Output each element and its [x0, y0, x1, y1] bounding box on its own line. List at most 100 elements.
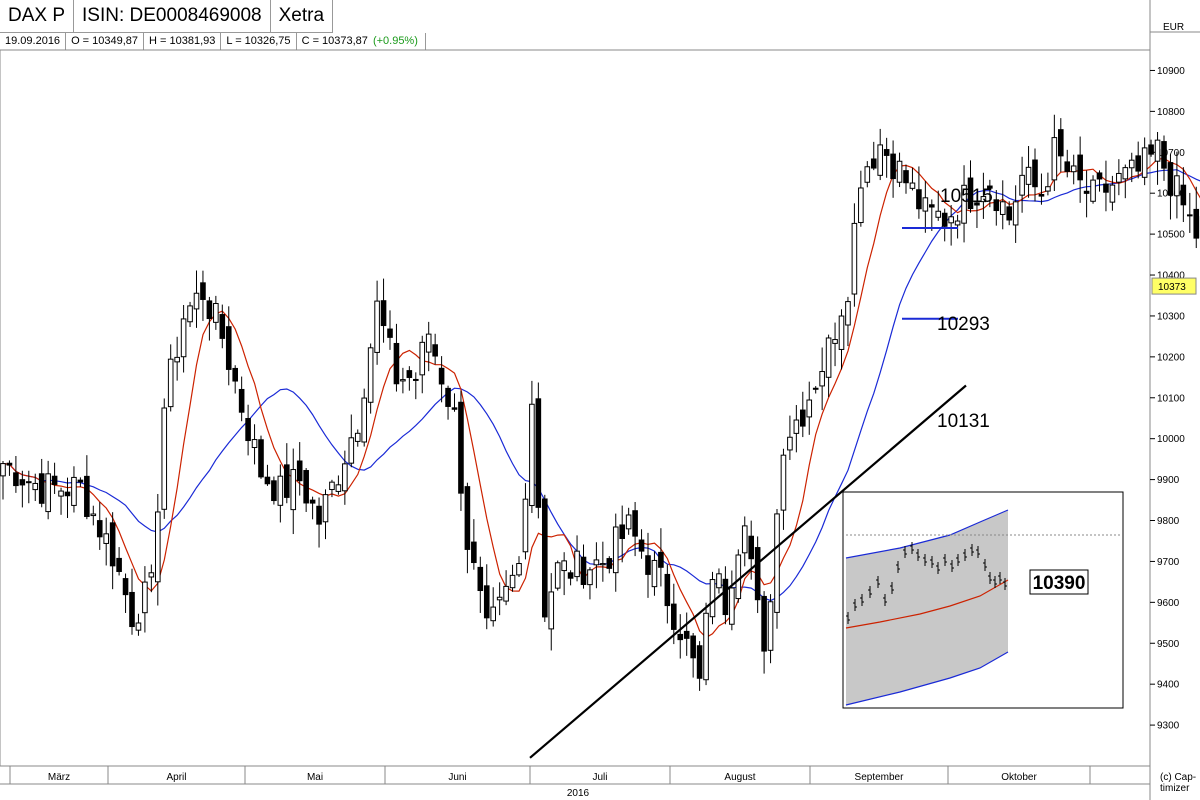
isin-label: ISIN: DE0008469008 [74, 0, 271, 32]
candle-body [96, 520, 103, 538]
candle-body [1161, 141, 1167, 169]
candle-body [645, 555, 651, 575]
candle-body [1090, 179, 1096, 202]
candle-body [554, 562, 561, 589]
candle-body [516, 563, 522, 576]
candle-body [167, 358, 174, 408]
candle-body [851, 222, 858, 295]
candle-body [1128, 159, 1135, 169]
candle-body [284, 464, 290, 498]
candle-body [296, 460, 303, 482]
candle-body [748, 535, 755, 560]
candle-body [0, 463, 6, 477]
month-label: Juni [448, 772, 466, 783]
candle-body [1180, 184, 1187, 206]
candle-body [322, 494, 329, 523]
candle-body [238, 388, 245, 413]
candle-body [819, 371, 825, 387]
candle-body [116, 557, 122, 572]
candle-body [1135, 155, 1142, 172]
candle-body [561, 560, 567, 572]
month-label: Mai [307, 772, 323, 783]
candle-body [1174, 175, 1180, 197]
candle-body [135, 622, 142, 631]
candle-body [522, 498, 529, 553]
month-label: Juli [592, 772, 607, 783]
candle-body [619, 524, 626, 539]
candle-body [774, 513, 780, 613]
candle-body [1058, 129, 1064, 157]
quote-open: O = 10349,87 [66, 33, 145, 50]
candle-body [354, 432, 361, 442]
candle-body [767, 601, 774, 651]
inset-label-box [1029, 569, 1089, 595]
candle-body [348, 437, 355, 464]
month-label: September [855, 772, 905, 783]
candle-body [71, 476, 77, 506]
candle-body [1122, 167, 1129, 180]
candle-body [258, 439, 264, 478]
candle-body [496, 596, 503, 601]
copyright-label: (c) Cap-timizer [1160, 772, 1196, 794]
candle-body [200, 282, 206, 300]
candle-body [1083, 190, 1090, 194]
candle-body [187, 305, 193, 323]
candle-body [458, 401, 464, 494]
candle-body [754, 547, 761, 601]
candle-body [155, 511, 161, 583]
candle-body [38, 473, 45, 504]
candle-body [1148, 144, 1154, 155]
candle-body [587, 569, 593, 586]
y-tick-label: 9800 [1157, 516, 1180, 527]
y-tick-label: 10300 [1157, 311, 1185, 322]
candle-body [600, 563, 606, 566]
candle-body [638, 539, 645, 552]
candle-body [232, 367, 238, 382]
candle-body [303, 470, 309, 504]
y-tick-label: 9400 [1157, 680, 1180, 691]
inset-sma-line [845, 579, 1009, 629]
candle-body [1103, 183, 1109, 193]
candle-body [671, 603, 677, 630]
y-tick-label: 10700 [1157, 148, 1185, 159]
candle-body [883, 149, 890, 156]
candle-body [870, 158, 877, 169]
y-tick-label: 10800 [1157, 107, 1185, 118]
month-label: März [48, 772, 70, 783]
candle-body [309, 499, 316, 504]
candle-body [761, 595, 767, 652]
candle-body [1012, 201, 1019, 226]
instrument-name: DAX P [0, 0, 75, 32]
candle-body [174, 356, 180, 363]
candle-body [387, 328, 393, 338]
candle-body [658, 551, 664, 568]
candle-body [1038, 193, 1045, 197]
candle-body [987, 185, 993, 189]
candle-body [780, 454, 787, 511]
chart-header: DAX P ISIN: DE0008469008 Xetra [0, 0, 334, 33]
candle-body [903, 170, 909, 184]
annotation-10515: 10515 [940, 186, 993, 207]
candle-body [909, 182, 916, 189]
candle-body [967, 177, 974, 210]
candle-body [954, 220, 961, 226]
candle-body [612, 526, 619, 574]
candle-body [400, 379, 406, 382]
candle-body [335, 484, 342, 492]
last-price-label: 10373 [1158, 282, 1186, 293]
candle-body [419, 341, 426, 376]
candle-body [542, 498, 548, 618]
candle-body [703, 612, 709, 681]
annotation-10293: 10293 [937, 314, 990, 335]
candle-body [180, 318, 187, 358]
candle-body [890, 153, 896, 180]
candle-body [483, 585, 490, 619]
candle-body [277, 475, 284, 506]
candle-body [993, 199, 1000, 212]
y-tick-label: 9300 [1157, 721, 1180, 732]
candle-body [683, 630, 690, 639]
candle-body [464, 486, 471, 550]
candle-body [438, 367, 445, 385]
candle-body [6, 462, 13, 466]
